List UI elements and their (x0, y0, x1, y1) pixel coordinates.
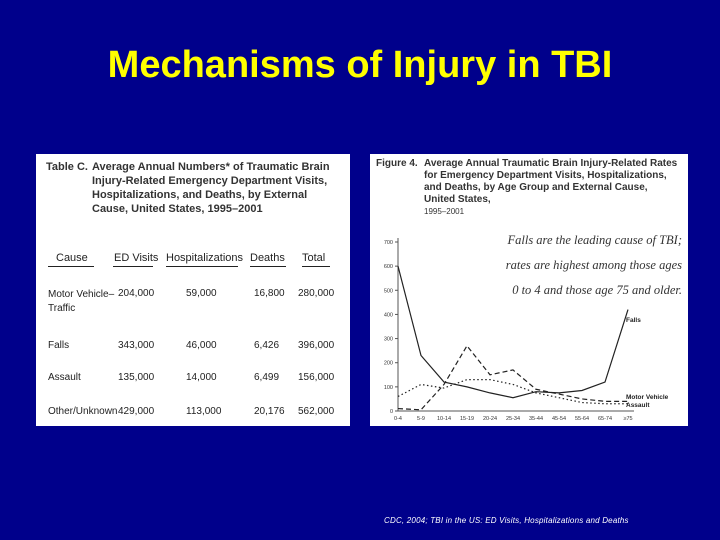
figure-years: 1995–2001 (424, 207, 465, 216)
chart-annotation: Falls are the leading cause of TBI; rate… (505, 233, 682, 297)
chart-panel: Figure 4. Average Annual Traumatic Brain… (370, 154, 688, 426)
x-tick-label: 65-74 (598, 416, 612, 422)
series-line-falls (397, 265, 629, 399)
table-cell-total: 156,000 (298, 372, 335, 383)
table-cell-deaths: 6,499 (254, 372, 280, 383)
table-cell-ed: 343,000 (118, 340, 155, 351)
header-cause: Cause (56, 252, 88, 264)
table-cell-ed: 135,000 (118, 372, 155, 383)
y-tick-label: 700 (384, 240, 393, 246)
x-tick-label: 20-24 (483, 416, 497, 422)
header-underline-hosp (166, 266, 238, 267)
x-tick-label: 25-34 (506, 416, 520, 422)
x-tick-label: 55-64 (575, 416, 589, 422)
table-cell-deaths: 20,176 (254, 406, 285, 417)
x-tick-label: 5-9 (417, 416, 425, 422)
table-cell-hosp: 14,000 (186, 372, 217, 383)
header-underline-total (302, 266, 330, 267)
source-citation: CDC, 2004; TBI in the US: ED Visits, Hos… (384, 516, 629, 525)
x-tick-label: 15-19 (460, 416, 474, 422)
table-cell-hosp: 59,000 (186, 288, 217, 299)
series-line-assault (397, 379, 628, 405)
y-tick-label: 500 (384, 288, 393, 294)
header-hospitalizations: Hospitalizations (166, 252, 244, 264)
series-label-motor-vehicle: Motor Vehicle (626, 394, 669, 401)
y-tick-label: 100 (384, 385, 393, 391)
y-tick-label: 200 (384, 361, 393, 367)
table-cell-total: 562,000 (298, 406, 335, 417)
slide-title: Mechanisms of Injury in TBI (107, 44, 613, 86)
table-cell-total: 396,000 (298, 340, 335, 351)
y-tick-label: 0 (390, 409, 393, 415)
x-tick-label: 10-14 (437, 416, 451, 422)
table-cell-cause: Falls (48, 340, 70, 351)
table-caption-text: Average Annual Numbers* of Traumatic Bra… (92, 161, 330, 215)
series-label-falls: Falls (626, 317, 641, 324)
header-underline-cause (48, 266, 94, 267)
x-tick-label: ≥75 (623, 416, 632, 422)
table-cell-cause: Motor Vehicle–Traffic (48, 289, 115, 314)
table-cell-deaths: 16,800 (254, 288, 285, 299)
table-panel: Table C. Average Annual Numbers* of Trau… (36, 154, 350, 426)
table-cell-cause: Other/Unknown (48, 406, 118, 417)
table-cell-deaths: 6,426 (254, 340, 280, 351)
table-cell-hosp: 113,000 (186, 406, 222, 417)
table-label: Table C. (46, 161, 88, 173)
line-chart: 0 100 200 300 400 500 600 700 0-4 5-9 10-14 15-19 20… (384, 238, 669, 422)
table-cell-ed: 204,000 (118, 288, 155, 299)
figure-label: Figure 4. (376, 158, 418, 169)
table-cell-total: 280,000 (298, 288, 335, 299)
x-tick-label: 45-54 (552, 416, 566, 422)
y-tick-label: 600 (384, 264, 393, 270)
table-cell-ed: 429,000 (118, 406, 155, 417)
header-underline-deaths (250, 266, 286, 267)
series-line-motor-vehicle (397, 344, 628, 411)
x-tick-label: 35-44 (529, 416, 543, 422)
table-cell-hosp: 46,000 (186, 340, 217, 351)
header-deaths: Deaths (250, 252, 285, 264)
y-tick-label: 300 (384, 337, 393, 343)
series-label-assault: Assault (626, 402, 650, 409)
figure-caption-text: Average Annual Traumatic Brain Injury-Re… (424, 158, 678, 205)
header-underline-ed (113, 266, 153, 267)
x-tick-label: 0-4 (394, 416, 402, 422)
header-ed-visits: ED Visits (114, 252, 159, 264)
header-total: Total (302, 252, 326, 264)
y-tick-label: 400 (384, 312, 393, 318)
table-cell-cause: Assault (48, 372, 81, 383)
